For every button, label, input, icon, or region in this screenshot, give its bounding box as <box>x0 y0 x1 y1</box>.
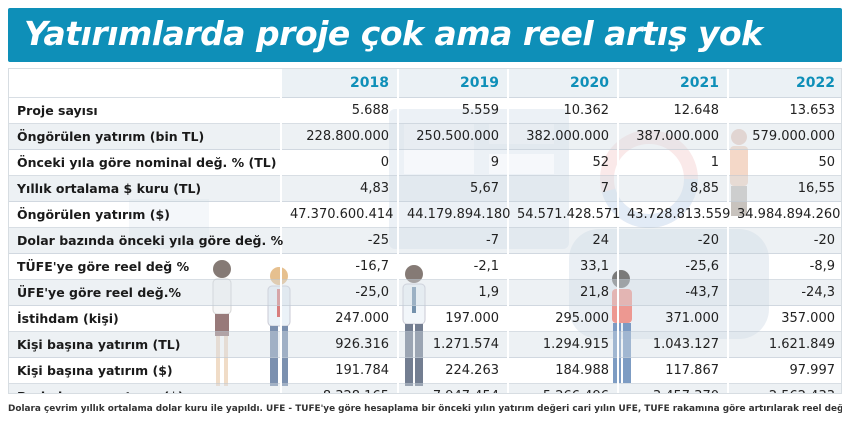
table-cell-2019: 44.179.894.180 <box>397 201 510 228</box>
table-cell-2018: 47.370.600.414 <box>280 201 398 228</box>
table-cell-2022: 13.653 <box>727 97 841 124</box>
table-row: Kişi başına yatırım ($) 191.784 224.263 184… <box>9 357 841 384</box>
row-label: ÜFE'ye göre reel değ.% <box>9 279 281 306</box>
year-header: 2021 <box>617 69 728 98</box>
table-cell-2022: 2.562.433 <box>727 383 841 393</box>
row-label: Proje başına yatırım ($) <box>9 383 281 393</box>
table-row: TÜFE'ye göre reel değ % -16,7 -2,1 33,1 -25,… <box>9 253 841 280</box>
table-cell-2021: 8,85 <box>617 175 728 202</box>
table-cell-2018: 4,83 <box>280 175 398 202</box>
table-cell-2019: -7 <box>397 227 508 254</box>
table-cell-2021: 117.867 <box>617 357 728 384</box>
row-label: Kişi başına yatırım (TL) <box>9 331 281 358</box>
table-cell-2021: 43.728.813.559 <box>617 201 730 228</box>
row-label: Kişi başına yatırım ($) <box>9 357 281 384</box>
table-cell-2019: 5,67 <box>397 175 508 202</box>
table-cell-2020: 295.000 <box>507 305 618 332</box>
table-cell-2021: 3.457.370 <box>617 383 728 393</box>
table-row: İstihdam (kişi) 247.000 197.000 295.000 371.… <box>9 305 841 332</box>
table-cell-2018: 191.784 <box>280 357 398 384</box>
table-cell-2022: 97.997 <box>727 357 841 384</box>
table-cell-2021: 371.000 <box>617 305 728 332</box>
table-cell-2022: -20 <box>727 227 841 254</box>
table-cell-2020: 184.988 <box>507 357 618 384</box>
row-label: TÜFE'ye göre reel değ % <box>9 253 281 280</box>
table-cell-2020: 1.294.915 <box>507 331 618 358</box>
table-cell-2020: 33,1 <box>507 253 618 280</box>
page-title: Yatırımlarda proje çok ama reel artış yo… <box>24 14 763 53</box>
table-cell-2018: -16,7 <box>280 253 398 280</box>
row-label: Proje sayısı <box>9 97 281 124</box>
table-cell-2018: 8.328.165 <box>280 383 398 393</box>
table-cell-2021: 387.000.000 <box>617 123 728 150</box>
investment-table-panel: 2018 2019 2020 2021 2022 Proje sayısı 5.6… <box>8 68 842 394</box>
table-row: Öngörülen yatırım (bin TL) 228.800.000 250… <box>9 123 841 150</box>
row-label: Dolar bazında önceki yıla göre değ. % <box>9 227 283 254</box>
table-row: Yıllık ortalama $ kuru (TL) 4,83 5,67 7 8,85… <box>9 175 841 202</box>
table-cell-2022: 579.000.000 <box>727 123 841 150</box>
year-header: 2019 <box>397 69 508 98</box>
table-cell-2019: 7.947.454 <box>397 383 508 393</box>
row-label: Önceki yıla göre nominal değ. % (TL) <box>9 149 281 176</box>
table-cell-2019: 5.559 <box>397 97 508 124</box>
year-header: 2020 <box>507 69 618 98</box>
header-row: 2018 2019 2020 2021 2022 <box>9 69 841 98</box>
table-cell-2022: 1.621.849 <box>727 331 841 358</box>
table-cell-2021: -20 <box>617 227 728 254</box>
table-cell-2020: 5.266.496 <box>507 383 618 393</box>
table-cell-2022: 357.000 <box>727 305 841 332</box>
header-corner <box>9 69 281 98</box>
table-cell-2018: 228.800.000 <box>280 123 398 150</box>
table-cell-2022: -8,9 <box>727 253 841 280</box>
table-row: Proje sayısı 5.688 5.559 10.362 12.648 13.653 <box>9 97 841 124</box>
table-row: ÜFE'ye göre reel değ.% -25,0 1,9 21,8 -43,7-… <box>9 279 841 306</box>
year-header: 2022 <box>727 69 841 98</box>
table-row: Dolar bazında önceki yıla göre değ. % -25… <box>9 227 841 254</box>
table-cell-2020: 7 <box>507 175 618 202</box>
table-cell-2022: -24,3 <box>727 279 841 306</box>
table-cell-2018: -25,0 <box>280 279 398 306</box>
row-label: Öngörülen yatırım ($) <box>9 201 281 228</box>
footnote: Dolara çevrim yıllık ortalama dolar kuru… <box>8 404 842 414</box>
investment-table: 2018 2019 2020 2021 2022 Proje sayısı 5.6… <box>9 69 841 393</box>
row-label: Öngörülen yatırım (bin TL) <box>9 123 281 150</box>
table-cell-2020: 52 <box>507 149 618 176</box>
table-cell-2020: 382.000.000 <box>507 123 618 150</box>
table-cell-2018: 926.316 <box>280 331 398 358</box>
table-cell-2019: 1.271.574 <box>397 331 508 358</box>
table-cell-2018: 0 <box>280 149 398 176</box>
table-row: Proje başına yatırım ($)8.328.1657.947.4… <box>9 383 841 393</box>
table-cell-2019: 1,9 <box>397 279 508 306</box>
table-cell-2021: -25,6 <box>617 253 728 280</box>
table-cell-2021: 1 <box>617 149 728 176</box>
table-cell-2020: 54.571.428.571 <box>507 201 620 228</box>
table-cell-2019: 197.000 <box>397 305 508 332</box>
table-cell-2021: 12.648 <box>617 97 728 124</box>
table-cell-2018: 247.000 <box>280 305 398 332</box>
table-cell-2021: -43,7 <box>617 279 728 306</box>
table-row: Kişi başına yatırım (TL) 926.316 1.271.574… <box>9 331 841 358</box>
table-cell-2021: 1.043.127 <box>617 331 728 358</box>
table-row: Önceki yıla göre nominal değ. % (TL) 0 9 52… <box>9 149 841 176</box>
table-cell-2019: 250.500.000 <box>397 123 508 150</box>
table-cell-2019: -2,1 <box>397 253 508 280</box>
table-cell-2022: 50 <box>727 149 841 176</box>
title-banner: Yatırımlarda proje çok ama reel artış yo… <box>8 8 842 62</box>
table-cell-2019: 224.263 <box>397 357 508 384</box>
table-cell-2019: 9 <box>397 149 508 176</box>
table-cell-2022: 34.984.894.260 <box>727 201 841 228</box>
table-cell-2020: 10.362 <box>507 97 618 124</box>
table-cell-2018: -25 <box>280 227 398 254</box>
year-header: 2018 <box>280 69 398 98</box>
table-cell-2020: 21,8 <box>507 279 618 306</box>
table-row: Öngörülen yatırım ($) 47.370.600.414 44.17… <box>9 201 841 228</box>
row-label: İstihdam (kişi) <box>9 305 281 332</box>
table-cell-2020: 24 <box>507 227 618 254</box>
table-cell-2018: 5.688 <box>280 97 398 124</box>
table-cell-2022: 16,55 <box>727 175 841 202</box>
row-label: Yıllık ortalama $ kuru (TL) <box>9 175 281 202</box>
